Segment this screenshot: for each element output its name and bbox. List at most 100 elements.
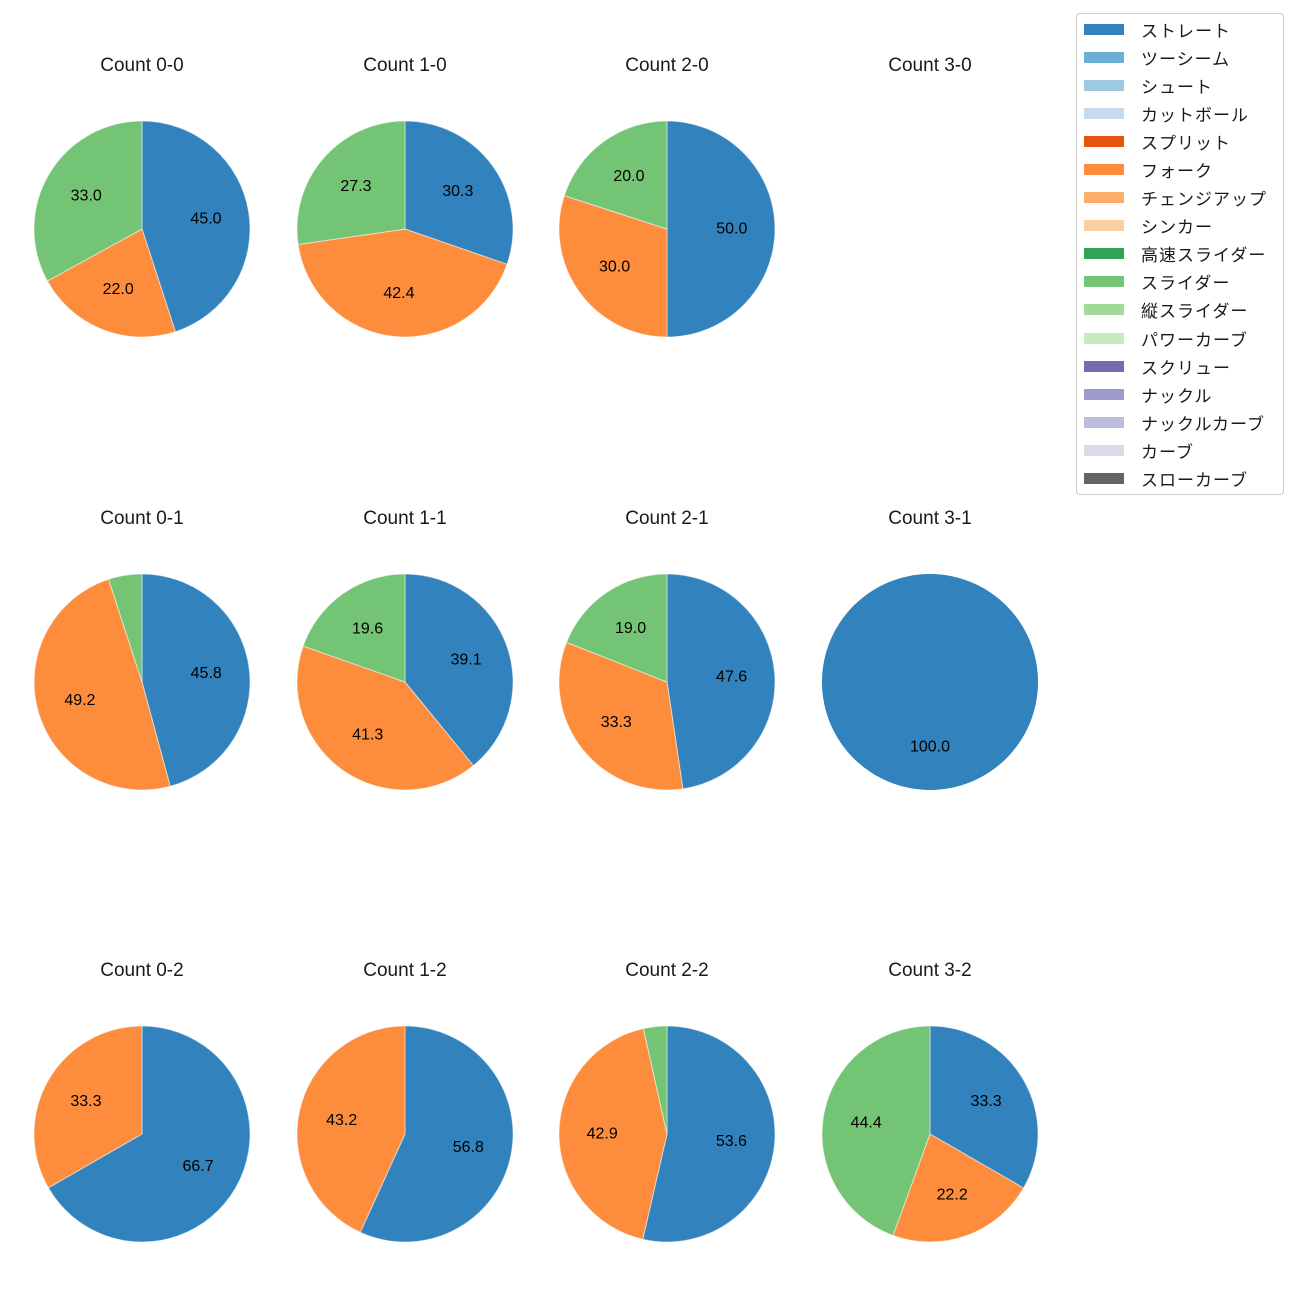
legend-item-two-seam: ツーシーム bbox=[1084, 43, 1283, 71]
pie-slice-percent-label-straight: 33.3 bbox=[971, 1093, 1002, 1110]
pie-cell-count-0-0: Count 0-0 45.0 22.0 33.0 bbox=[11, 56, 273, 396]
legend-label: フォーク bbox=[1141, 162, 1213, 182]
legend-label: スプリット bbox=[1141, 133, 1231, 153]
legend-item-slow-curve: スローカーブ bbox=[1084, 465, 1283, 493]
pie-slice-fork bbox=[558, 195, 668, 338]
pie-cell-count-2-1: Count 2-1 47.6 33.3 19.0 bbox=[536, 509, 798, 849]
pie-slice-percent-label-fork: 42.4 bbox=[383, 285, 414, 302]
legend-swatch-power-curve bbox=[1084, 332, 1124, 344]
legend-swatch-sinker bbox=[1084, 220, 1124, 232]
pie-cell-count-0-1: Count 0-1 45.8 49.2 bbox=[11, 509, 273, 849]
legend-swatch-split bbox=[1084, 135, 1124, 147]
pie-slice-percent-label-straight: 56.8 bbox=[453, 1139, 484, 1156]
pie-cell-count-1-2: Count 1-2 56.8 43.2 bbox=[274, 961, 536, 1300]
pie-slice-straight bbox=[666, 120, 776, 338]
pie-slice-slider bbox=[642, 1025, 668, 1135]
pie-slice-percent-label-slider: 19.0 bbox=[615, 620, 646, 637]
legend-item-split: スプリット bbox=[1084, 127, 1283, 155]
legend-label: ストレート bbox=[1141, 21, 1231, 41]
pie-chart-count-0-2: 66.7 33.3 bbox=[33, 1025, 251, 1243]
pie-cell-count-2-2: Count 2-2 53.6 42.9 bbox=[536, 961, 798, 1300]
pie-chart-count-2-2: 53.6 42.9 bbox=[558, 1025, 776, 1243]
pie-chart-count-2-1: 47.6 33.3 19.0 bbox=[558, 573, 776, 791]
pie-slice-percent-label-fork: 49.2 bbox=[64, 692, 95, 709]
legend-label: チェンジアップ bbox=[1141, 190, 1267, 210]
pie-slice-fork bbox=[296, 645, 474, 791]
pie-chart-count-3-1: 100.0 bbox=[822, 574, 1038, 790]
legend-label: ナックルカーブ bbox=[1141, 414, 1265, 434]
chart-title-count-3-2: Count 3-2 bbox=[888, 960, 972, 981]
pie-slice-straight bbox=[359, 1025, 514, 1243]
pie-slice-percent-label-straight: 53.6 bbox=[716, 1133, 747, 1150]
legend-label: シュート bbox=[1141, 77, 1213, 97]
pie-chart-count-3-2: 33.3 22.2 44.4 bbox=[821, 1025, 1039, 1243]
pie-slice-fork bbox=[297, 228, 508, 338]
pie-slice-fork bbox=[33, 1025, 143, 1189]
legend-swatch-straight bbox=[1084, 23, 1124, 35]
pie-slice-straight bbox=[404, 120, 514, 265]
legend-swatch-cut-ball bbox=[1084, 107, 1124, 119]
legend-swatch-fast-slider bbox=[1084, 248, 1124, 260]
pie-cell-count-1-1: Count 1-1 39.1 41.3 19.6 bbox=[274, 509, 536, 849]
pie-slice-fork bbox=[33, 578, 171, 791]
pie-chart-count-3-0 bbox=[820, 119, 1040, 339]
pie-slice-percent-label-straight: 45.0 bbox=[190, 210, 221, 227]
legend-swatch-changeup bbox=[1084, 192, 1124, 204]
legend-label: 縦スライダー bbox=[1141, 302, 1249, 322]
pie-slice-percent-label-straight: 50.0 bbox=[716, 221, 747, 238]
pie-slice-percent-label-straight: 66.7 bbox=[183, 1158, 214, 1175]
pie-slice-slider bbox=[108, 573, 143, 683]
legend-item-power-curve: パワーカーブ bbox=[1084, 324, 1283, 352]
legend-item-screw: スクリュー bbox=[1084, 352, 1283, 380]
legend-item-vertical-slider: 縦スライダー bbox=[1084, 296, 1283, 324]
pie-slice-fork bbox=[558, 641, 684, 791]
legend-item-straight: ストレート bbox=[1084, 15, 1283, 43]
pie-slice-fork bbox=[296, 1025, 406, 1233]
pie-cell-count-3-2: Count 3-2 33.3 22.2 44.4 bbox=[799, 961, 1061, 1300]
pie-cell-count-2-0: Count 2-0 50.0 30.0 20.0 bbox=[536, 56, 798, 396]
legend-label: 高速スライダー bbox=[1141, 246, 1267, 266]
pie-slice-straight bbox=[141, 120, 251, 333]
pie-chart-count-0-0: 45.0 22.0 33.0 bbox=[33, 120, 251, 338]
pie-slice-slider bbox=[296, 120, 406, 246]
chart-title-count-3-1: Count 3-1 bbox=[888, 508, 972, 529]
pie-cell-count-1-0: Count 1-0 30.3 42.4 27.3 bbox=[274, 56, 536, 396]
legend-swatch-two-seam bbox=[1084, 51, 1124, 63]
chart-title-count-1-2: Count 1-2 bbox=[363, 960, 447, 981]
legend-label: スクリュー bbox=[1141, 358, 1231, 378]
legend-swatch-slider bbox=[1084, 276, 1124, 288]
legend-item-fast-slider: 高速スライダー bbox=[1084, 240, 1283, 268]
pie-slice-slider bbox=[566, 573, 668, 683]
pie-slice-percent-label-slider: 19.6 bbox=[352, 621, 383, 638]
legend-label: ナックル bbox=[1141, 386, 1213, 406]
pie-slice-percent-label-fork: 30.0 bbox=[599, 259, 630, 276]
pie-cell-count-3-0: Count 3-0 bbox=[799, 56, 1061, 396]
legend-swatch-shuuto bbox=[1084, 79, 1124, 91]
pie-slice-straight bbox=[47, 1025, 251, 1243]
chart-title-count-2-0: Count 2-0 bbox=[625, 55, 709, 76]
pie-slice-slider bbox=[33, 120, 143, 282]
pie-slice-percent-label-straight: 30.3 bbox=[442, 183, 473, 200]
pie-cell-count-0-2: Count 0-2 66.7 33.3 bbox=[11, 961, 273, 1300]
legend-swatch-knuckle-curve bbox=[1084, 416, 1124, 428]
legend-swatch-knuckle bbox=[1084, 388, 1124, 400]
pie-slice-slider bbox=[302, 573, 406, 683]
pie-slice-straight bbox=[666, 573, 776, 790]
legend-label: ツーシーム bbox=[1141, 49, 1231, 69]
pie-chart-count-2-0: 50.0 30.0 20.0 bbox=[558, 120, 776, 338]
pie-slice-straight bbox=[929, 1025, 1039, 1189]
legend-label: パワーカーブ bbox=[1141, 330, 1248, 350]
pie-slice-percent-label-slider: 20.0 bbox=[613, 168, 644, 185]
legend-item-fork: フォーク bbox=[1084, 155, 1283, 183]
pie-slice-percent-label-straight: 47.6 bbox=[716, 669, 747, 686]
pie-slice-straight bbox=[404, 573, 514, 767]
pie-chart-count-0-1: 45.8 49.2 bbox=[33, 573, 251, 791]
legend-item-slider: スライダー bbox=[1084, 268, 1283, 296]
pie-slice-fork bbox=[892, 1133, 1025, 1243]
legend-item-curve: カーブ bbox=[1084, 436, 1283, 464]
pie-slice-percent-label-fork: 22.2 bbox=[937, 1186, 968, 1203]
pie-slice-straight bbox=[822, 574, 1038, 790]
pie-slice-fork bbox=[558, 1028, 668, 1240]
chart-title-count-0-0: Count 0-0 bbox=[100, 55, 184, 76]
